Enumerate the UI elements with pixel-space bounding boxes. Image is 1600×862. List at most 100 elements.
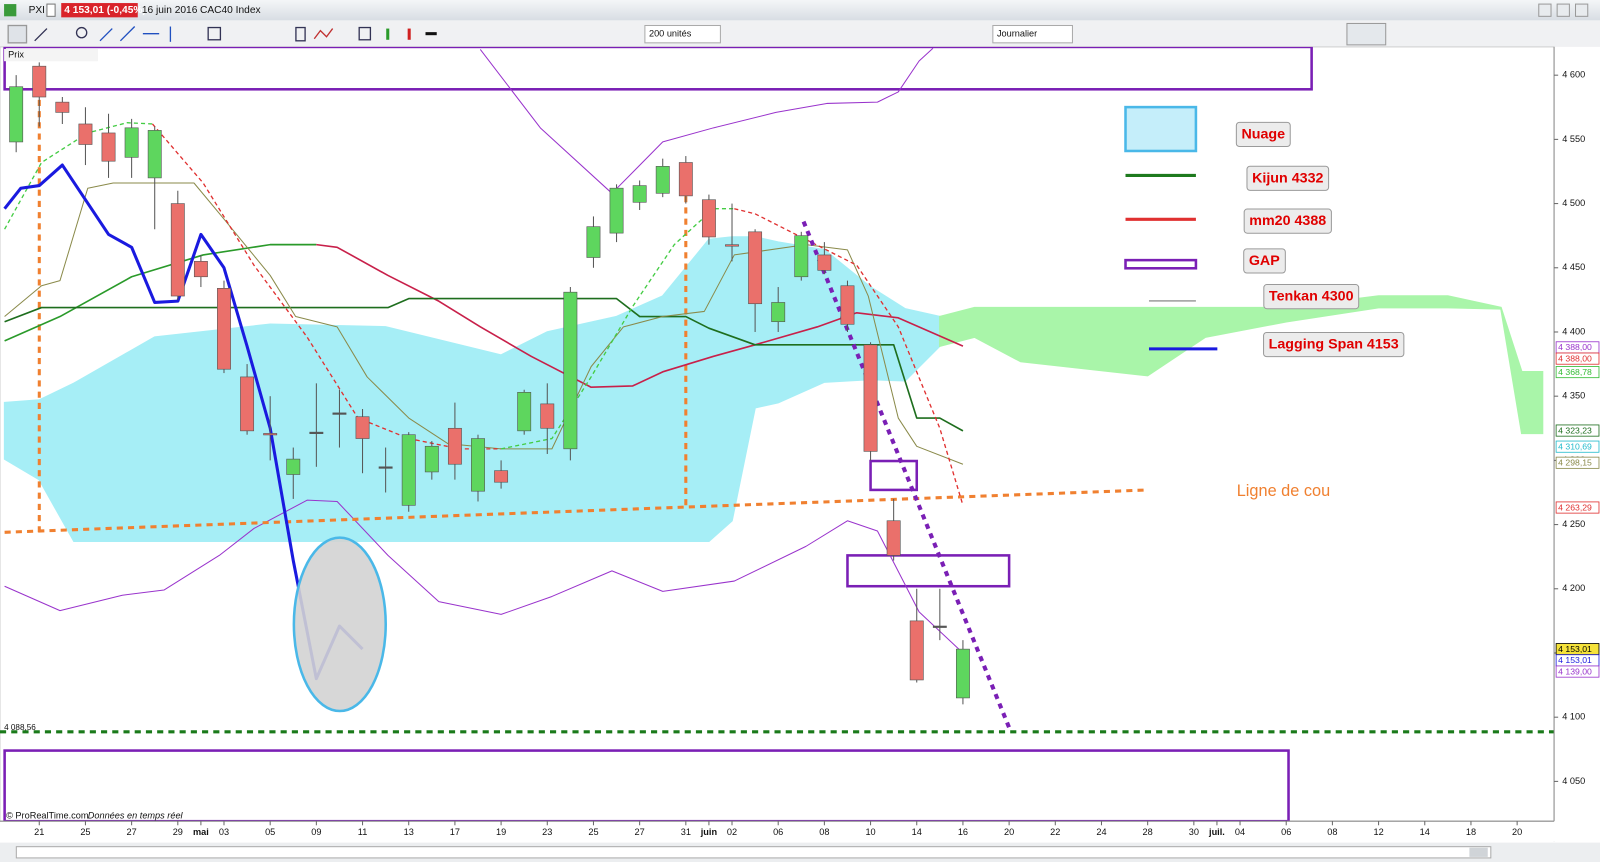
candle-body — [471, 438, 485, 492]
ruler-tool[interactable] — [34, 28, 48, 42]
x-tick-label: 11 — [358, 827, 368, 837]
gap-box — [846, 554, 1011, 588]
indicator-line — [500, 208, 735, 450]
ray-tool[interactable] — [119, 26, 136, 42]
gap-box — [3, 46, 1313, 91]
x-tick-label: 14 — [912, 827, 922, 837]
x-tick-label: 25 — [80, 827, 90, 837]
candle-body — [725, 244, 739, 247]
price-tag — [1555, 665, 1600, 678]
units-value: 200 unités — [649, 29, 692, 39]
y-tick-label: 4 100 — [1562, 712, 1585, 722]
candle-body — [586, 226, 601, 258]
candle-body — [748, 231, 763, 305]
highlight-ellipse — [292, 536, 387, 713]
cursor-tool[interactable] — [7, 24, 28, 44]
candle-body — [517, 392, 532, 432]
info-icon[interactable] — [46, 3, 56, 17]
annotations: 4 088,56 Nuage Kijun 4332 mm20 4388 GAP Tenka… — [4, 105, 1405, 732]
x-tick-label: juil. — [1208, 827, 1225, 837]
candle-body — [217, 288, 231, 370]
candle-body — [609, 187, 624, 234]
x-tick-label: juin — [700, 827, 718, 837]
x-tick-label: 21 — [34, 827, 44, 837]
toolbar — [0, 20, 1600, 47]
candle-body — [955, 648, 970, 699]
legend-label: GAP — [1249, 253, 1280, 269]
candle-body — [32, 65, 47, 98]
candle-body — [101, 132, 116, 162]
candle-body — [147, 130, 162, 179]
legend-label-box — [1263, 331, 1405, 358]
candle-body — [540, 403, 555, 429]
legend-symbol — [1124, 105, 1198, 153]
price-tag-label: 4 368,78 — [1558, 367, 1592, 377]
candle-body — [55, 101, 70, 113]
legend-label-box — [1263, 284, 1360, 310]
candle-body — [678, 162, 693, 197]
candle-body — [563, 291, 578, 450]
x-tick-label: 23 — [542, 827, 552, 837]
x-tick-label: 09 — [311, 827, 321, 837]
line-tool[interactable] — [99, 28, 113, 42]
candle-body — [817, 254, 832, 271]
indicator-line — [4, 243, 317, 342]
candle-body — [240, 376, 255, 432]
candle-body — [332, 412, 347, 415]
cloud — [939, 295, 1544, 435]
neckline-label: Ligne de cou — [1237, 482, 1330, 500]
gap-box — [869, 459, 919, 492]
y-tick-label: 4 450 — [1562, 262, 1585, 272]
quote: 4 153,01 (-0,45%) — [64, 5, 146, 16]
chart-style-button[interactable] — [1346, 22, 1387, 46]
overlays — [292, 536, 387, 713]
price-tag-label: 4 153,01 — [1558, 655, 1592, 665]
x-tick-label: 02 — [727, 827, 737, 837]
price-tag-label: 4 388,00 — [1558, 353, 1592, 363]
time-axis — [0, 821, 1600, 842]
x-tick-label: 18 — [1466, 827, 1476, 837]
y-tick-label: 4 550 — [1562, 134, 1585, 144]
indicator-tool[interactable] — [313, 28, 334, 40]
scrollbar[interactable] — [15, 846, 1492, 859]
x-tick-label: 22 — [1050, 827, 1060, 837]
price-tag — [1555, 424, 1600, 437]
candle-body — [655, 166, 670, 194]
candle-body — [378, 466, 393, 469]
x-tick-label: 27 — [127, 827, 137, 837]
text-tool[interactable] — [358, 26, 372, 41]
scrollbar-thumb[interactable] — [1469, 847, 1488, 857]
quote-box — [61, 3, 138, 18]
x-tick-label: 30 — [1189, 827, 1199, 837]
price-tag-label: 4 263,29 — [1558, 502, 1592, 512]
line-label: 4 088,56 — [4, 723, 36, 732]
candle-body — [932, 625, 947, 628]
delete-tool[interactable] — [295, 26, 306, 42]
x-tick-label: mai — [193, 827, 209, 837]
candle-body — [78, 123, 93, 145]
indicator-line — [734, 208, 964, 506]
footer-source: © ProRealTime.com — [6, 811, 89, 821]
y-tick-label: 4 200 — [1562, 583, 1585, 593]
title-bar — [0, 0, 1600, 21]
units-dropdown[interactable] — [644, 24, 721, 44]
x-tick-label: 06 — [773, 827, 783, 837]
candle-body — [909, 620, 924, 681]
price-tag-label: 4 323,23 — [1558, 425, 1592, 435]
window-name: PXI — [29, 5, 45, 16]
period-dropdown[interactable] — [992, 24, 1073, 44]
y-tick-label: 4 500 — [1562, 198, 1585, 208]
maximize-button[interactable] — [1556, 3, 1570, 17]
candle-body — [124, 127, 139, 158]
candle-body — [170, 203, 185, 297]
fib-tool[interactable] — [207, 26, 222, 41]
close-button[interactable] — [1575, 3, 1589, 17]
restore-button[interactable] — [1538, 3, 1552, 17]
price-tag-label: 4 139,00 — [1558, 666, 1592, 676]
candle-body — [263, 433, 278, 436]
zoom-tool[interactable] — [75, 26, 88, 39]
x-tick-label: 25 — [588, 827, 598, 837]
legend-label: Nuage — [1241, 126, 1285, 142]
price-tag-label: 4 310,69 — [1558, 441, 1592, 451]
x-tick-label: 08 — [819, 827, 829, 837]
